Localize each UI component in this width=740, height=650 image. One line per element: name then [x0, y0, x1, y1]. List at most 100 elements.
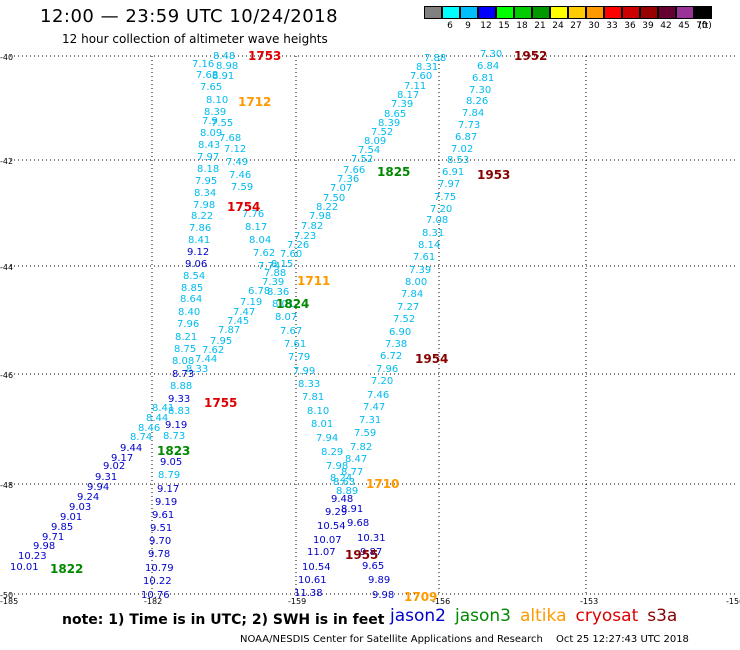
color-scale-swatch — [550, 6, 568, 19]
color-scale-label: 30 — [588, 21, 600, 31]
wave-height-label: 6.91 — [442, 167, 464, 178]
wave-height-label: 7.30 — [469, 85, 491, 96]
wave-height-label: 9.01 — [60, 512, 82, 523]
page-title: 12:00 — 23:59 UTC 10/24/2018 — [40, 6, 339, 27]
wave-height-label: 7.76 — [242, 209, 264, 220]
wave-height-label: 9.19 — [155, 497, 177, 508]
wave-height-label: 8.41 — [188, 235, 210, 246]
wave-height-label: 9.65 — [362, 561, 384, 572]
lon-tick-label: -182 — [144, 597, 162, 606]
wave-height-label: 6.87 — [455, 132, 477, 143]
wave-height-label: 7.96 — [177, 319, 199, 330]
wave-height-label: 10.07 — [313, 535, 342, 546]
pass-time-label: 1710 — [366, 477, 399, 491]
wave-height-label: 9.17 — [157, 484, 179, 495]
wave-height-label: 8.17 — [397, 90, 419, 101]
wave-height-label: 8.21 — [175, 332, 197, 343]
pass-time-label: 1824 — [276, 297, 309, 311]
wave-height-label: 8.46 — [138, 423, 160, 434]
legend-entry-jason2: jason2 — [390, 606, 446, 626]
wave-height-label: 7.47 — [363, 402, 385, 413]
pass-time-label: 1712 — [238, 95, 271, 109]
wave-height-label: 9.98 — [33, 541, 55, 552]
wave-height-label: 7.94 — [316, 433, 338, 444]
page-subtitle: 12 hour collection of altimeter wave hei… — [62, 32, 328, 46]
wave-height-label: 7.49 — [226, 157, 248, 168]
color-scale-swatch — [568, 6, 586, 19]
wave-height-label: 8.54 — [183, 271, 205, 282]
color-scale-swatch — [604, 6, 622, 19]
wave-height-label: 7.23 — [294, 231, 316, 242]
wave-height-label: 7.52 — [371, 127, 393, 138]
wave-height-label: 8.17 — [245, 222, 267, 233]
wave-height-label: 7.67 — [280, 326, 302, 337]
pass-time-label: 1755 — [204, 396, 237, 410]
lon-tick-label: -150 — [726, 597, 740, 606]
wave-height-label: 7.61 — [284, 339, 306, 350]
color-scale-label: 6 — [447, 21, 453, 31]
wave-height-label: 7.44 — [195, 354, 217, 365]
wave-height-label: 6.78 — [248, 286, 270, 297]
wave-height-label: 8.01 — [272, 299, 294, 310]
wave-height-label: 10.76 — [141, 590, 170, 601]
wave-height-label: 9.94 — [87, 482, 109, 493]
color-scale-label: 45 — [678, 21, 690, 31]
wave-height-label: 9.33 — [168, 394, 190, 405]
pass-time-label: 1754 — [227, 200, 260, 214]
wave-height-label: 8.24 — [330, 473, 352, 484]
wave-height-label: 7.52 — [393, 314, 415, 325]
wave-height-label: 8.39 — [378, 118, 400, 129]
wave-height-label: 7.60 — [410, 71, 432, 82]
wave-height-label: 8.98 — [216, 61, 238, 72]
wave-height-label: 9.89 — [368, 575, 390, 586]
wave-height-label: 9.51 — [150, 523, 172, 534]
wave-height-label: 8.85 — [181, 283, 203, 294]
wave-height-label: 6.81 — [472, 73, 494, 84]
wave-height-label: 7.62 — [253, 248, 275, 259]
wave-height-label: 7.73 — [458, 120, 480, 131]
wave-height-label: 8.31 — [416, 62, 438, 73]
wave-height-label: 7.86 — [189, 223, 211, 234]
wave-height-label: 7.74 — [258, 261, 280, 272]
color-scale-label: 33 — [606, 21, 618, 31]
wave-height-label: 7.59 — [354, 428, 376, 439]
wave-height-label: 10.22 — [143, 576, 172, 587]
color-scale-label: 42 — [660, 21, 672, 31]
color-scale-swatch — [658, 6, 676, 19]
color-scale-swatch — [514, 6, 532, 19]
color-scale-swatch — [424, 6, 442, 19]
wave-height-label: 7.55 — [211, 118, 233, 129]
footer-note: note: 1) Time is in UTC; 2) SWH is in fe… — [62, 612, 385, 628]
wave-height-label: 7.11 — [404, 81, 426, 92]
wave-height-label: 7.16 — [192, 59, 214, 70]
color-scale-label: 9 — [465, 21, 471, 31]
wave-height-label: 9.05 — [160, 457, 182, 468]
pass-time-label: 1753 — [248, 49, 281, 63]
wave-height-label: 7.96 — [376, 364, 398, 375]
generation-timestamp: Oct 25 12:27:43 UTC 2018 — [556, 634, 689, 645]
color-scale-label: 18 — [516, 21, 528, 31]
color-scale-swatch — [442, 6, 460, 19]
wave-height-label: 7.62 — [202, 345, 224, 356]
wave-height-label: 10.01 — [10, 562, 39, 573]
wave-height-label: 7.39 — [262, 277, 284, 288]
wave-height-label: 8.15 — [271, 259, 293, 270]
wave-height-label: 9.02 — [103, 461, 125, 472]
wave-height-label: 10.54 — [317, 521, 346, 532]
color-scale-label: 24 — [552, 21, 564, 31]
wave-height-label: 7.20 — [430, 204, 452, 215]
wave-height-label: 7.19 — [240, 297, 262, 308]
wave-height-label: 8.07 — [275, 312, 297, 323]
wave-height-label: 7.59 — [231, 182, 253, 193]
wave-height-label: 8.14 — [418, 240, 440, 251]
altimeter-map: -40 -42 -44 -46 -48 -50-185 -182 -159 -156 -153 -1… — [0, 49, 740, 606]
wave-height-label: 7.38 — [385, 339, 407, 350]
wave-height-label: 8.65 — [384, 109, 406, 120]
pass-time-label: 1955 — [345, 548, 378, 562]
pass-time-label: 1711 — [297, 274, 330, 288]
satellite-legend: jason2 jason3 altika cryosat s3a — [390, 606, 686, 626]
wave-height-label: 7.36 — [337, 174, 359, 185]
wave-height-label: 10.31 — [357, 533, 386, 544]
pass-time-label: 1952 — [514, 49, 547, 63]
wave-height-label: 9.71 — [42, 532, 64, 543]
